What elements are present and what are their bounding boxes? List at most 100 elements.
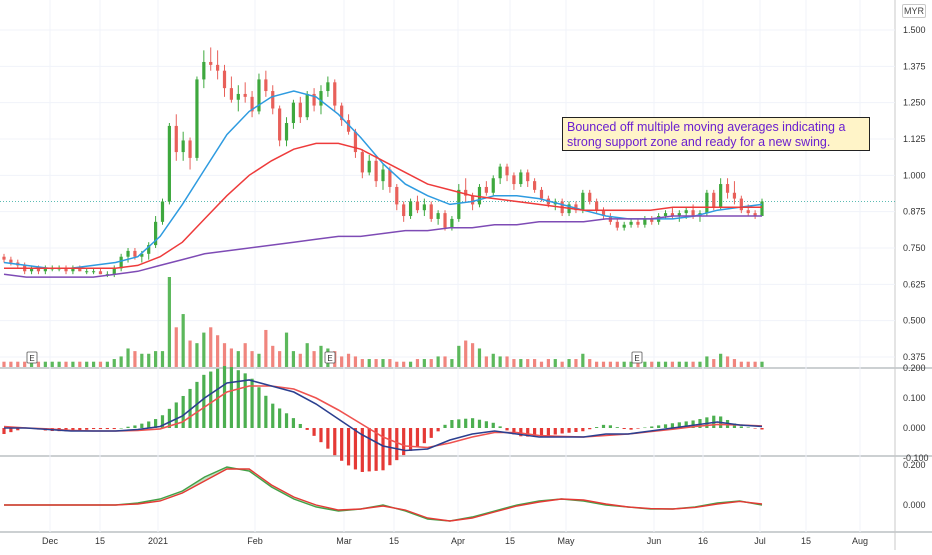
volume-bar bbox=[705, 356, 709, 367]
candle-body bbox=[539, 189, 544, 199]
volume-bar bbox=[505, 356, 509, 367]
volume-bar bbox=[470, 343, 475, 367]
macd-histogram-bar bbox=[367, 428, 371, 472]
volume-bar bbox=[340, 356, 344, 367]
volume-bar bbox=[91, 361, 96, 367]
x-tick-label: 15 bbox=[801, 536, 811, 546]
volume-bar bbox=[595, 361, 599, 367]
candle-body bbox=[312, 93, 316, 106]
volume-bar bbox=[574, 359, 578, 367]
macd-histogram-bar bbox=[333, 428, 337, 456]
macd-tick-label: 0.000 bbox=[903, 423, 926, 433]
candle bbox=[229, 76, 233, 103]
candle-body bbox=[519, 172, 523, 185]
macd-histogram-bar bbox=[450, 420, 454, 428]
macd-histogram-bar bbox=[457, 419, 461, 428]
earnings-marker: E bbox=[26, 351, 38, 364]
candle bbox=[650, 216, 654, 225]
candle bbox=[271, 85, 275, 115]
x-tick-label: Feb bbox=[247, 536, 263, 546]
candle bbox=[636, 218, 640, 228]
volume-bar bbox=[50, 361, 54, 367]
annotation-box[interactable]: Bounced off multiple moving averages ind… bbox=[562, 117, 870, 151]
candle-body bbox=[533, 181, 537, 190]
macd-histogram-bar bbox=[174, 402, 178, 428]
volume-bar bbox=[484, 356, 488, 367]
candle-body bbox=[470, 195, 475, 205]
macd-histogram-bar bbox=[443, 424, 447, 428]
candle bbox=[422, 198, 426, 217]
candle-body bbox=[574, 204, 578, 211]
candle-body bbox=[484, 186, 488, 193]
volume-bar bbox=[9, 361, 13, 367]
volume-bar bbox=[236, 351, 240, 367]
candle-body bbox=[2, 256, 6, 260]
volume-bar bbox=[126, 348, 130, 367]
x-tick-label: 15 bbox=[389, 536, 399, 546]
macd-histogram-bar bbox=[284, 413, 289, 428]
y-tick-label: 0.750 bbox=[903, 243, 926, 253]
volume-bar bbox=[402, 361, 406, 367]
candle-body bbox=[167, 125, 171, 202]
candle bbox=[477, 184, 482, 208]
candle bbox=[705, 189, 709, 217]
macd-histogram-bar bbox=[505, 428, 509, 431]
macd-histogram-bar bbox=[753, 428, 757, 429]
candle-body bbox=[739, 198, 743, 211]
volume-bar bbox=[684, 361, 688, 367]
candle bbox=[312, 88, 316, 112]
macd-histogram-bar bbox=[264, 395, 268, 428]
volume-bar bbox=[491, 353, 495, 367]
earnings-marker-label: E bbox=[327, 354, 332, 363]
volume-bar bbox=[319, 345, 323, 367]
candle-body bbox=[408, 201, 413, 217]
candle-body bbox=[264, 79, 268, 92]
candle-body bbox=[615, 221, 619, 228]
earnings-marker: E bbox=[324, 351, 336, 364]
volume-bar bbox=[677, 361, 681, 367]
candle-body bbox=[512, 175, 516, 185]
y-tick-label: 1.375 bbox=[903, 61, 926, 71]
macd-histogram-bar bbox=[360, 428, 364, 472]
earnings-marker-label: E bbox=[634, 354, 639, 363]
macd-tick-label: 0.200 bbox=[903, 363, 926, 373]
candle-body bbox=[663, 213, 668, 217]
volume-bar bbox=[477, 348, 482, 367]
y-tick-label: 1.500 bbox=[903, 25, 926, 35]
macd-histogram-bar bbox=[112, 428, 116, 430]
y-tick-label: 1.125 bbox=[903, 134, 926, 144]
macd-histogram-bar bbox=[85, 428, 89, 430]
candle-body bbox=[243, 93, 247, 97]
currency-badge: MYR bbox=[902, 4, 926, 18]
volume-bar bbox=[271, 345, 275, 367]
candle bbox=[291, 99, 296, 129]
volume-bar bbox=[133, 351, 137, 367]
volume-bar bbox=[202, 332, 206, 367]
macd-histogram-bar bbox=[650, 426, 654, 428]
volume-bar bbox=[257, 353, 261, 367]
macd-histogram-bar bbox=[581, 428, 585, 432]
volume-bar bbox=[464, 340, 468, 367]
y-tick-label: 0.500 bbox=[903, 316, 926, 326]
candle-body bbox=[443, 213, 447, 228]
volume-bar bbox=[367, 359, 371, 367]
volume-bar bbox=[195, 343, 199, 367]
volume-bar bbox=[601, 361, 606, 367]
candle-body bbox=[477, 186, 482, 205]
macd-histogram-bar bbox=[271, 403, 275, 428]
volume-bar bbox=[291, 351, 296, 367]
volume-bar bbox=[533, 359, 537, 367]
macd-histogram-bar bbox=[588, 428, 592, 430]
volume-bar bbox=[23, 361, 27, 367]
candle-body bbox=[388, 169, 392, 187]
macd-histogram-bar bbox=[657, 425, 661, 428]
macd-histogram-bar bbox=[71, 428, 75, 432]
volume-bar bbox=[167, 277, 171, 367]
candle bbox=[436, 210, 440, 225]
earnings-marker-label: E bbox=[29, 354, 34, 363]
candle-body bbox=[705, 192, 709, 214]
osc-line-slow bbox=[4, 468, 763, 522]
volume-bar bbox=[2, 361, 6, 367]
